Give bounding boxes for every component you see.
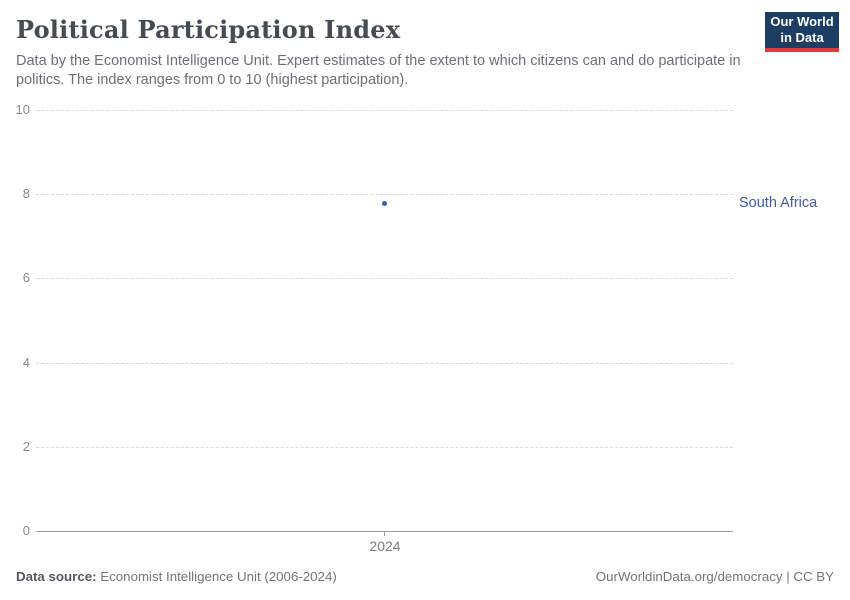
chart-subtitle: Data by the Economist Intelligence Unit.… [16, 53, 741, 88]
owid-logo[interactable]: Our World in Data [765, 12, 839, 52]
entity-label: South Africa [739, 195, 818, 212]
x-tick-mark [384, 531, 385, 536]
data-source: Data source: Economist Intelligence Unit… [16, 569, 337, 584]
gridline-6 [36, 278, 733, 279]
y-tick-label-0: 0 [22, 523, 30, 538]
y-tick-label-10: 10 [15, 102, 30, 117]
owid-logo-text: Our World in Data [770, 14, 834, 45]
gridline-10 [36, 110, 733, 111]
gridline-8 [36, 194, 733, 195]
data-source-value: Economist Intelligence Unit (2006-2024) [96, 569, 337, 584]
y-tick-label-2: 2 [22, 439, 30, 454]
y-tick-label-8: 8 [22, 186, 30, 201]
y-tick-label-6: 6 [22, 270, 30, 285]
page-title: Political Participation Index [16, 15, 401, 44]
data-point [382, 200, 387, 206]
gridline-4 [36, 363, 733, 364]
gridline-2 [36, 447, 733, 448]
footer-link[interactable]: OurWorldinData.org/democracy | CC BY [595, 569, 834, 584]
chart-footer: Data source: Economist Intelligence Unit… [16, 569, 834, 584]
y-tick-label-4: 4 [22, 355, 30, 370]
data-source-label: Data source: [16, 569, 97, 584]
x-tick-label: 2024 [369, 538, 401, 554]
